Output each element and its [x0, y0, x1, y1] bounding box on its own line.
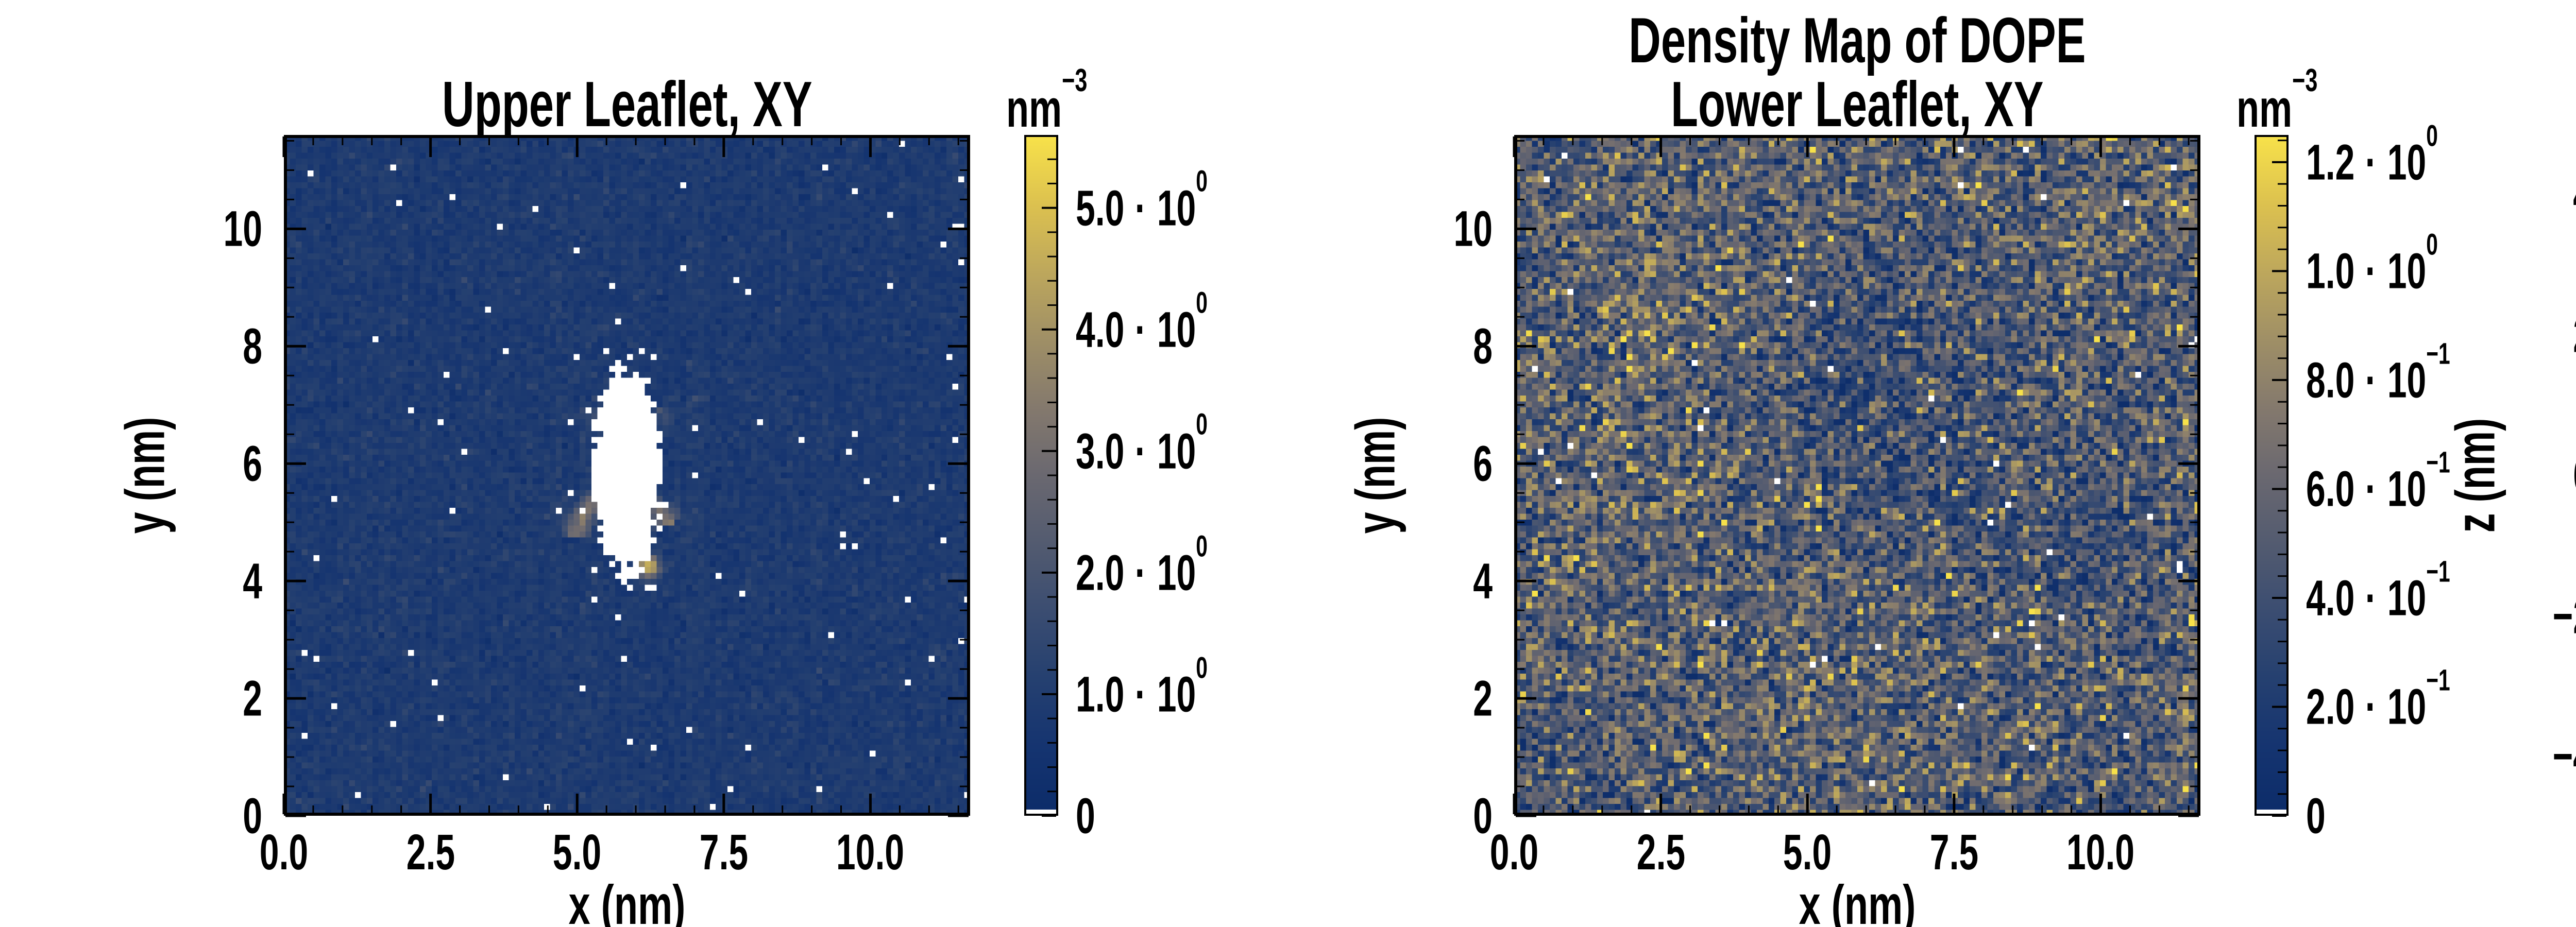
y-tick-label: 2: [1473, 670, 1493, 727]
colorbar-tick-label: 1.0 · 100: [1076, 651, 1208, 723]
y-tick-label: 4: [243, 553, 262, 609]
colorbar-tick-label: 6.0 · 10−1: [2306, 445, 2450, 517]
colorbar-zero-sliver: [2257, 810, 2286, 814]
panel-title: Upper Leaflet, XY: [284, 71, 970, 138]
heatmap-canvas: [284, 135, 970, 816]
panel-title-text: Upper Leaflet, XY: [442, 69, 812, 140]
y-tick-label: 4: [2565, 169, 2576, 219]
colorbar-tick-label: 3.0 · 100: [1076, 407, 1208, 479]
x-tick-label: 5.0: [1783, 824, 1832, 880]
colorbar-zero-sliver: [1026, 810, 1056, 814]
y-tick-label: 8: [1473, 318, 1493, 374]
heatmap-plot-upper-leaflet: [282, 135, 970, 817]
colorbar-tick-label: 2.0 · 10−1: [2306, 663, 2450, 735]
colorbar-tick-label: 2.0 · 100: [1076, 529, 1208, 601]
x-axis-title-text: x (nm): [568, 873, 686, 927]
x-axis-title: x (nm): [284, 872, 970, 927]
colorbar-tick-label: 1.0 · 100: [2306, 228, 2438, 299]
colorbar-tick-label: 4.0 · 100: [1076, 286, 1208, 358]
panel-title: Lower Leaflet, XY: [1514, 71, 2200, 138]
colorbar-ticks: [1042, 158, 1056, 817]
colorbar-gradient: [1024, 135, 1058, 816]
y-tick-label: 4: [1473, 553, 1493, 609]
y-tick-label: 0: [1473, 787, 1493, 844]
colorbar-tick-label: 8.0 · 10−1: [2306, 337, 2450, 408]
colorbar-unit: nm−3: [2236, 62, 2318, 138]
x-tick-label: 7.5: [699, 824, 749, 880]
x-tick-label: 7.5: [1929, 824, 1979, 880]
x-axis-title: x (nm): [1514, 872, 2200, 927]
colorbar-tick-label: 0: [1076, 787, 1095, 844]
axes-overlay: [282, 135, 970, 817]
y-axis-title-text: y (nm): [113, 417, 176, 534]
y-tick-label: 0: [2565, 451, 2576, 501]
y-tick-label: −4: [2552, 728, 2576, 784]
x-tick-label: 2.5: [1636, 824, 1685, 880]
x-tick-label: 0.0: [1489, 824, 1539, 880]
colorbar-ticks: [2272, 140, 2286, 817]
y-tick-label: 6: [243, 435, 262, 492]
y-tick-label: 10: [1453, 200, 1493, 257]
y-tick-label: 6: [1473, 435, 1493, 492]
figure-suptitle-text: Density Map of DOPE: [1629, 5, 2086, 76]
heatmap-canvas: [1514, 135, 2200, 816]
x-tick-label: 0.0: [259, 824, 309, 880]
colorbar-tick-label: 1.2 · 100: [2306, 119, 2438, 191]
axes-overlay: [1513, 135, 2200, 817]
y-tick-label: −2: [2552, 588, 2576, 644]
colorbar-tick-label: 5.0 · 100: [1076, 164, 1208, 236]
colorbar-tick-label: 0: [2306, 787, 2326, 844]
colorbar: [2255, 135, 2289, 817]
y-tick-label: 10: [223, 200, 262, 257]
x-tick-label: 2.5: [406, 824, 455, 880]
heatmap-plot-lower-leaflet: [1513, 135, 2200, 817]
colorbar-gradient: [2255, 135, 2289, 816]
x-tick-label: 10.0: [836, 824, 905, 880]
y-tick-label: 2: [243, 670, 262, 727]
panel-title-text: Lower Leaflet, XY: [1671, 69, 2044, 140]
colorbar: [1024, 135, 1058, 817]
colorbar-unit: nm−3: [1006, 62, 1088, 138]
colorbar-tick-label: 4.0 · 10−1: [2306, 555, 2450, 626]
figure-suptitle: Density Map of DOPE: [1514, 7, 2200, 74]
y-axis-title-text: y (nm): [1344, 417, 1406, 534]
y-tick-label: 8: [243, 318, 262, 374]
x-tick-label: 10.0: [2066, 824, 2135, 880]
y-tick-label: 0: [243, 787, 262, 844]
y-tick-label: 2: [2565, 310, 2576, 360]
x-tick-label: 5.0: [553, 824, 602, 880]
x-axis-title-text: x (nm): [1799, 873, 1916, 927]
